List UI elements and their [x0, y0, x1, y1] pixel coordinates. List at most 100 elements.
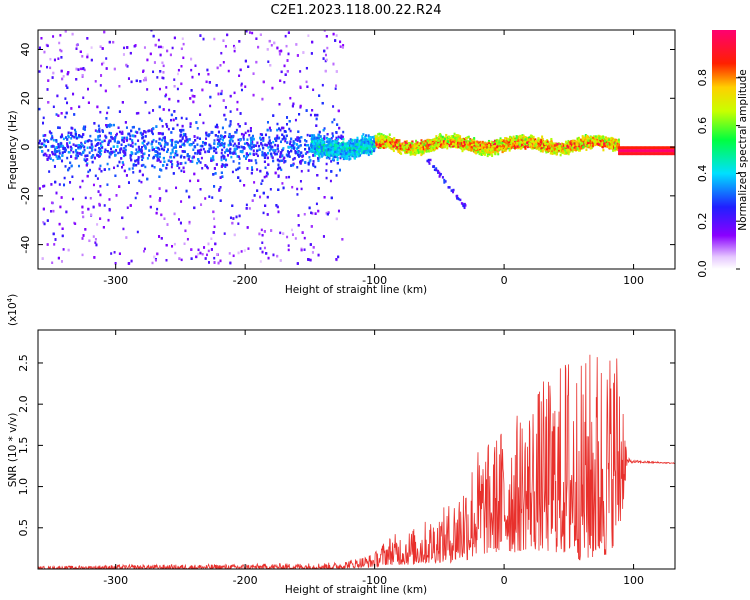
spectrogram-cell: [166, 163, 169, 166]
spectrogram-cell: [99, 184, 102, 188]
spectrogram-cell: [162, 71, 165, 74]
spectrogram-cell: [116, 164, 119, 168]
spectrogram-cell: [156, 252, 159, 256]
spectrogram-cell: [143, 152, 146, 155]
spectrogram-cell: [93, 156, 96, 160]
spectrogram-cell: [301, 158, 304, 162]
spectrogram-cell: [298, 138, 301, 141]
spectrogram-cell: [131, 134, 134, 137]
spectrogram-cell: [253, 181, 256, 184]
spectrogram-cell: [166, 142, 169, 146]
spectrogram-cell: [296, 136, 299, 139]
spectrogram-cell: [348, 158, 351, 161]
spectrogram-cell: [155, 146, 158, 149]
spectrogram-cell: [307, 258, 310, 261]
spectrogram-cell: [195, 121, 198, 124]
spectrogram-cell: [38, 139, 41, 143]
spectrogram-cell: [53, 243, 56, 246]
spectrogram-cell: [61, 144, 64, 148]
spectrogram-cell: [309, 243, 312, 246]
spectrogram-cell: [276, 167, 279, 171]
spectrogram-cell: [185, 138, 188, 142]
spectrogram-cell: [182, 132, 185, 136]
spectrogram-cell: [98, 155, 101, 158]
spectrogram-cell: [173, 85, 176, 88]
spectrogram-cell: [284, 139, 287, 143]
spectrogram-cell: [122, 150, 125, 153]
spectrogram-cell: [242, 136, 245, 139]
spectrogram-cell: [323, 135, 326, 138]
spectrogram-cell: [294, 237, 297, 240]
spectrogram-cell: [344, 157, 347, 160]
spectrogram-cell: [279, 259, 282, 262]
spectrogram-cell: [146, 142, 149, 146]
spectrogram-cell: [182, 42, 185, 46]
spectrogram-cell: [269, 129, 272, 132]
spectrogram-cell: [79, 146, 82, 150]
spectrogram-cell: [50, 131, 53, 135]
spectrogram-cell: [317, 159, 320, 162]
spectrogram-cell: [96, 223, 99, 226]
spectrogram-cell: [287, 52, 290, 56]
spectrogram-cell: [106, 162, 109, 166]
spectrogram-cell: [261, 179, 264, 182]
spectrogram-cell: [48, 130, 51, 134]
spectrogram-cell: [42, 153, 45, 157]
spectrogram-cell: [299, 154, 302, 157]
spectrogram-cell: [348, 144, 351, 147]
spectrogram-cell: [86, 139, 89, 143]
spectrogram-cell: [309, 258, 312, 262]
spectrogram-cell: [356, 148, 359, 151]
spectrogram-cell: [298, 155, 301, 158]
spectrogram-cell: [40, 64, 43, 68]
spectrogram-cell: [158, 187, 161, 190]
spectrogram-cell: [98, 147, 101, 151]
spectrogram-cell: [220, 134, 223, 138]
spectrogram-cell: [327, 137, 330, 141]
spectrogram-cell: [265, 252, 268, 255]
spectrogram-cell: [240, 84, 243, 87]
spectrogram-cell: [163, 217, 166, 220]
spectrogram-cell: [271, 145, 274, 149]
spectrogram-cell: [177, 218, 180, 221]
spectrogram-cell: [326, 132, 329, 136]
spectrogram-cell: [217, 130, 220, 134]
spectrogram-cell: [180, 139, 183, 143]
spectrogram-cell: [94, 129, 97, 132]
spectrogram-cell: [216, 253, 219, 256]
spectrogram-cell: [331, 134, 334, 138]
spectrogram-cell: [276, 122, 279, 126]
spectrogram-cell: [315, 136, 318, 140]
spectrogram-cell: [360, 145, 363, 149]
spectrogram-cell: [61, 159, 64, 163]
spectrogram-cell: [292, 158, 295, 161]
spectrogram-cell: [110, 135, 113, 139]
spectrogram-cell: [158, 175, 161, 178]
spectrogram-cell: [193, 95, 196, 98]
spectrogram-cell: [117, 151, 120, 155]
spectrogram-cell: [179, 133, 182, 137]
spectrogram-cell: [232, 217, 235, 220]
spectrogram-cell: [290, 137, 293, 141]
spectrogram-cell: [226, 149, 229, 153]
spectrogram-cell: [60, 112, 63, 115]
spectrogram-cell: [151, 261, 154, 265]
spectrogram-cell: [353, 157, 356, 160]
spectrogram-cell: [305, 109, 308, 112]
spectrogram-cell: [219, 176, 222, 179]
spectrogram-cell: [113, 138, 116, 141]
spectrogram-cell: [337, 135, 340, 139]
spectrogram-cell: [252, 149, 255, 152]
spectrogram-cell: [165, 243, 168, 247]
spectrogram-cell: [84, 159, 87, 163]
spectrogram-cell: [64, 148, 67, 152]
spectrogram-cell: [52, 232, 55, 236]
spectrogram-cell: [98, 128, 101, 132]
spectrogram-cell: [211, 131, 214, 134]
spectrogram-cell: [272, 253, 275, 257]
spectrogram-cell: [212, 173, 215, 176]
spectrogram-cell: [90, 156, 93, 159]
spectrogram-cell: [79, 67, 82, 71]
spectrogram-cell: [320, 153, 323, 156]
